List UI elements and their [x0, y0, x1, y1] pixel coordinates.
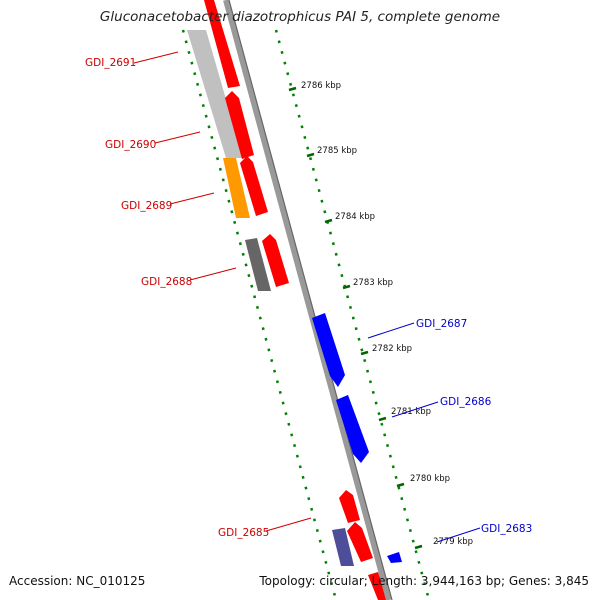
scale-label: 2786 kbp — [301, 81, 341, 91]
scale-tick — [342, 284, 351, 290]
gene-gdi-2689-orange[interactable] — [223, 158, 250, 218]
gene-gdi-2691-2690-grey[interactable] — [187, 30, 243, 158]
gene-gdi-2686-arrow[interactable] — [336, 395, 369, 463]
scale-labels: 2786 kbp 2785 kbp 2784 kbp 2783 kbp 2782… — [301, 81, 473, 547]
gene-labels: GDI_2691 GDI_2690 GDI_2689 GDI_2688 GDI_… — [85, 57, 532, 539]
gene-label-gdi-2691[interactable]: GDI_2691 — [85, 57, 136, 69]
backbone-edge — [228, 0, 393, 600]
gene-label-gdi-2690[interactable]: GDI_2690 — [105, 139, 156, 151]
gene-gdi-2687-arrow[interactable] — [312, 313, 345, 387]
scale-tick — [396, 482, 405, 488]
backbone — [223, 0, 392, 600]
gene-label-gdi-2683[interactable]: GDI_2683 — [481, 523, 532, 535]
gene-gdi-2685-arrow[interactable] — [347, 522, 373, 562]
gene-gdi-2691-arrow[interactable] — [204, 0, 240, 88]
scale-label: 2784 kbp — [335, 212, 375, 222]
scale-label: 2779 kbp — [433, 537, 473, 547]
gene-gdi-2689-arrow[interactable] — [240, 156, 268, 216]
genome-summary: Topology: circular; Length: 3,944,163 bp… — [259, 574, 589, 588]
scale-label: 2780 kbp — [410, 474, 450, 484]
scale-label: 2782 kbp — [372, 344, 412, 354]
gene-gdi-2684-arrow[interactable] — [368, 572, 388, 600]
scale-tick — [360, 350, 369, 356]
gene-label-gdi-2687[interactable]: GDI_2687 — [416, 318, 467, 330]
scale-tick — [414, 544, 423, 550]
accession-text: Accession: NC_010125 — [9, 574, 146, 588]
gene-gdi-2683-arrow[interactable] — [387, 552, 402, 563]
gene-label-gdi-2686[interactable]: GDI_2686 — [440, 396, 492, 408]
gene-label-gdi-2688[interactable]: GDI_2688 — [141, 276, 192, 288]
gene-label-gdi-2689[interactable]: GDI_2689 — [121, 200, 172, 212]
scale-tick — [324, 218, 333, 224]
gene-label-gdi-2685[interactable]: GDI_2685 — [218, 527, 269, 539]
scale-tick — [378, 416, 387, 422]
map-title: Gluconacetobacter diazotrophicus PAI 5, … — [99, 9, 501, 25]
gene-gdi-2685-purple[interactable] — [332, 528, 354, 566]
scale-tick — [288, 86, 297, 92]
gene-gdi-2688-arrow[interactable] — [262, 234, 289, 287]
gene-gdi-2685-arrow-top[interactable] — [339, 490, 360, 523]
gene-gdi-2690-arrow[interactable] — [225, 91, 254, 159]
scale-tick — [306, 152, 315, 158]
scale-ticks — [288, 86, 423, 550]
gene-gdi-2688-dark[interactable] — [245, 238, 271, 291]
scale-label: 2781 kbp — [391, 407, 431, 417]
scale-label: 2783 kbp — [353, 278, 393, 288]
scale-label: 2785 kbp — [317, 146, 357, 156]
label-leaders — [133, 51, 481, 543]
